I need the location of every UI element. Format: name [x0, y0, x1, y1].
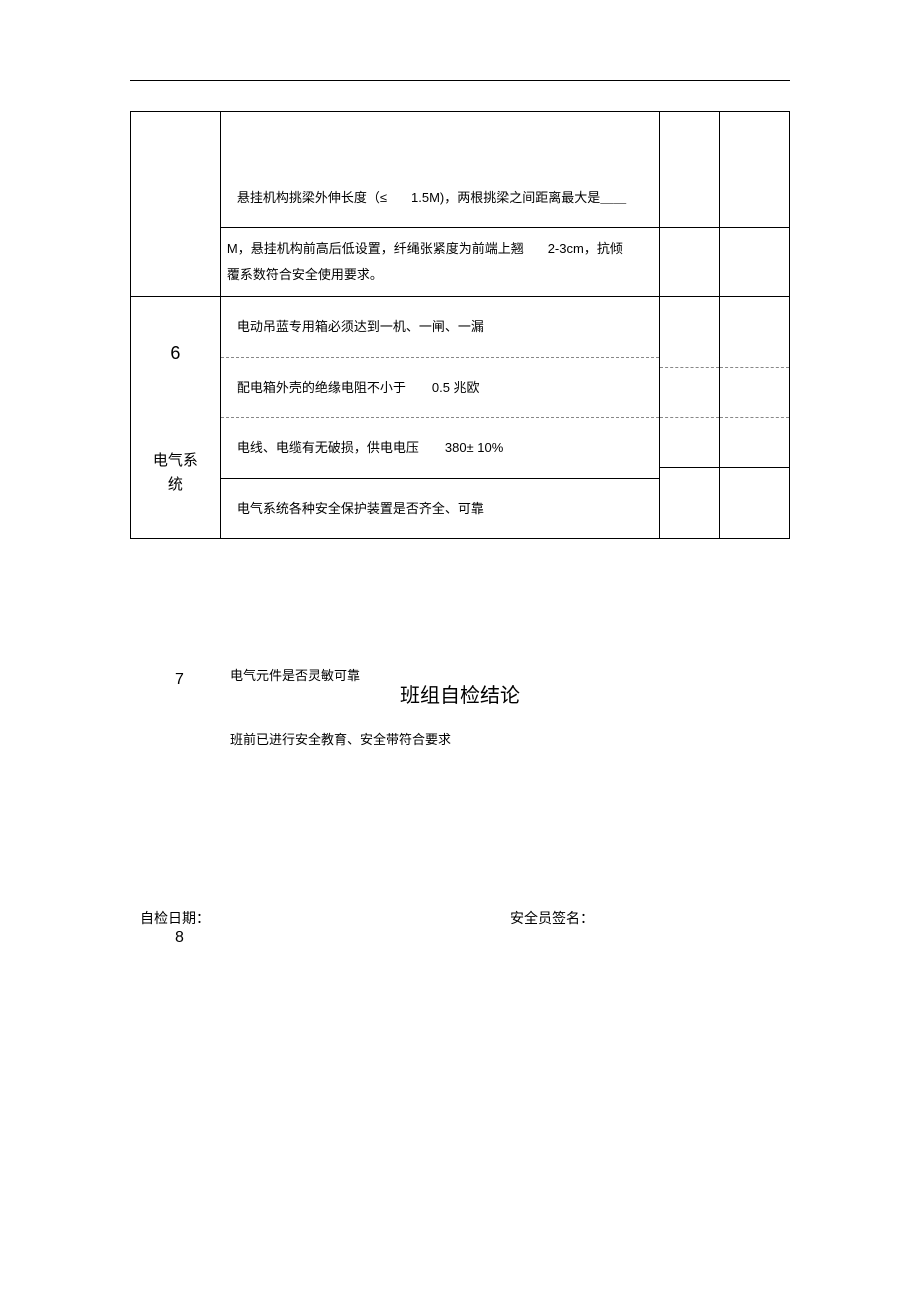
check-cell — [720, 368, 789, 418]
desc-text: M，悬挂机构前高后低设置，纤绳张紧度为前端上翘 2-3cm，抗倾 覆系数符合安全使… — [221, 228, 659, 296]
category-name-line1: 电气系 — [131, 449, 220, 473]
category-label: 6 电气系 统 — [131, 339, 220, 497]
check-column — [720, 297, 790, 539]
top-rule — [130, 80, 790, 81]
row-number-8: 8 — [175, 929, 184, 947]
table-row: 悬挂机构挑梁外伸长度（≤ 1.5M)，两根挑梁之间距离最大是＿＿ — [131, 112, 790, 228]
text-fragment: 悬挂机构挑梁外伸长度（≤ — [237, 190, 387, 205]
item-text-7: 电气元件是否灵敏可靠 — [230, 665, 360, 684]
signature-row: 自检日期： 安全员签名： — [130, 908, 790, 928]
check-cell — [660, 228, 720, 297]
row-number: 6 — [131, 339, 220, 368]
conclusion-title: 班组自检结论 — [130, 679, 790, 708]
sub-item-text: 电气系统各种安全保护装置是否齐全、可靠 — [231, 493, 490, 524]
inspection-table: 悬挂机构挑梁外伸长度（≤ 1.5M)，两根挑梁之间距离最大是＿＿ M，悬挂机构前高… — [130, 111, 790, 539]
text-fragment: 抗倾 — [597, 241, 623, 256]
text-fragment: 覆系数符合安全使用要求。 — [227, 267, 383, 282]
desc-cell: M，悬挂机构前高后低设置，纤绳张紧度为前端上翘 2-3cm，抗倾 覆系数符合安全使… — [220, 228, 659, 297]
check-cell — [660, 418, 719, 468]
sub-item: 电线、电缆有无破损，供电电压 380± 10% — [221, 418, 659, 478]
check-cell — [660, 318, 719, 368]
item-text-safety: 班前已进行安全教育、安全带符合要求 — [230, 729, 451, 748]
table-row: M，悬挂机构前高后低设置，纤绳张紧度为前端上翘 2-3cm，抗倾 覆系数符合安全使… — [131, 228, 790, 297]
sub-item-text: 电动吊蓝专用箱必须达到一机、一闸、一漏 — [231, 311, 490, 342]
check-cell — [720, 468, 789, 518]
page-container: 悬挂机构挑梁外伸长度（≤ 1.5M)，两根挑梁之间距离最大是＿＿ M，悬挂机构前高… — [0, 0, 920, 928]
text-fragment: 1.5M)， — [411, 190, 457, 205]
sub-item-text: 配电箱外壳的绝缘电阻不小于 0.5 兆欧 — [231, 372, 486, 403]
safety-officer-sign-label: 安全员签名： — [510, 908, 780, 928]
check-cell — [660, 112, 720, 228]
row-number-cell — [131, 112, 221, 297]
category-cell: 6 电气系 统 — [131, 297, 221, 539]
check-cell — [660, 368, 719, 418]
check-cell — [720, 112, 790, 228]
desc-cell: 电动吊蓝专用箱必须达到一机、一闸、一漏 配电箱外壳的绝缘电阻不小于 0.5 兆欧… — [220, 297, 659, 539]
category-name-line2: 统 — [131, 473, 220, 497]
check-cell — [660, 468, 719, 518]
below-table-area: 7 电气元件是否灵敏可靠 班前已进行安全教育、安全带符合要求 班组自检结论 8 … — [130, 679, 790, 928]
check-cell — [720, 318, 789, 368]
desc-cell: 悬挂机构挑梁外伸长度（≤ 1.5M)，两根挑梁之间距离最大是＿＿ — [220, 112, 659, 228]
sub-item: 电动吊蓝专用箱必须达到一机、一闸、一漏 — [221, 297, 659, 357]
table-row: 6 电气系 统 电动吊蓝专用箱必须达到一机、一闸、一漏 配电箱外壳的绝缘电阻不小… — [131, 297, 790, 539]
text-fragment: 2-3cm， — [548, 241, 597, 256]
self-check-date-label: 自检日期： — [140, 908, 510, 928]
text-fragment: M，悬挂机构前高后低设置，纤绳张紧度为前端上翘 — [227, 241, 524, 256]
sub-item-text: 电线、电缆有无破损，供电电压 380± 10% — [231, 432, 509, 463]
sub-item: 配电箱外壳的绝缘电阻不小于 0.5 兆欧 — [221, 358, 659, 418]
check-cell — [720, 418, 789, 468]
text-fragment: 两根挑梁之间距离最大是＿＿ — [457, 190, 626, 205]
desc-inner: 悬挂机构挑梁外伸长度（≤ 1.5M)，两根挑梁之间距离最大是＿＿ — [221, 112, 659, 227]
check-cell — [720, 228, 790, 297]
row-number-7: 7 — [175, 671, 184, 689]
desc-text: 悬挂机构挑梁外伸长度（≤ 1.5M)，两根挑梁之间距离最大是＿＿ — [231, 182, 632, 213]
sub-item: 电气系统各种安全保护装置是否齐全、可靠 — [221, 479, 659, 538]
check-column — [660, 297, 720, 539]
